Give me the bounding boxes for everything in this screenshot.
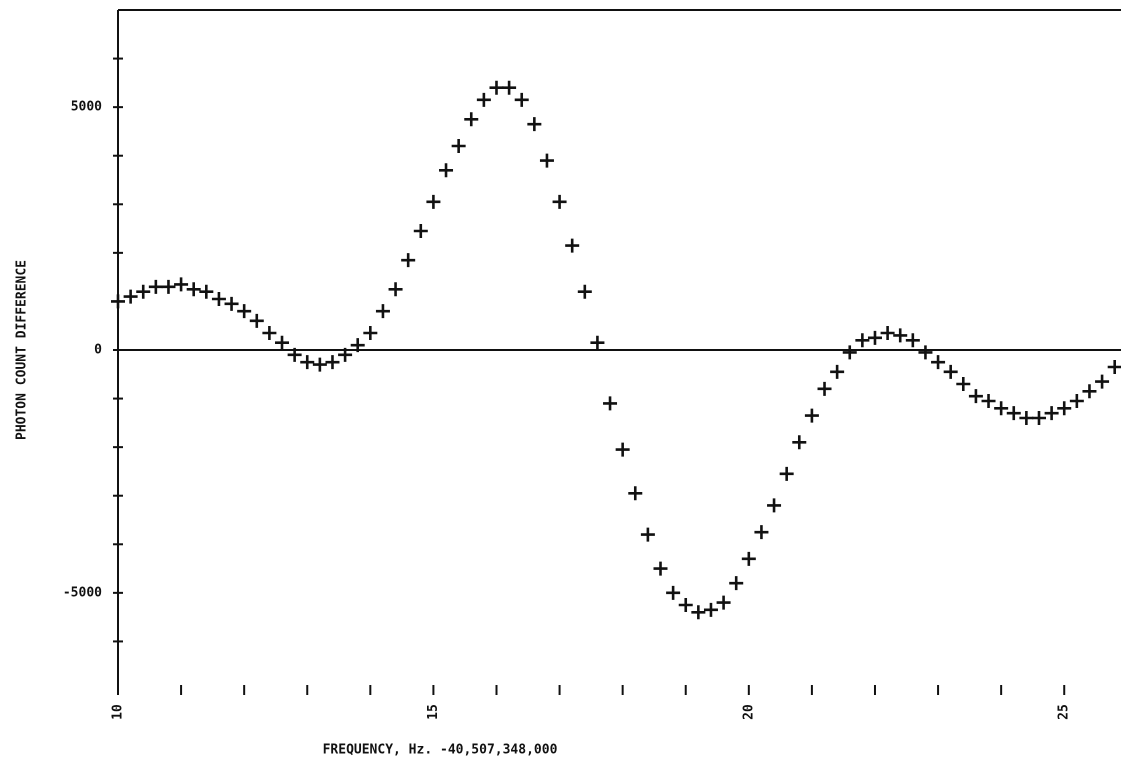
y-tick-label: 5000 bbox=[71, 100, 102, 115]
data-point bbox=[249, 313, 264, 328]
data-point bbox=[426, 194, 441, 209]
data-point bbox=[514, 92, 529, 107]
data-point bbox=[729, 576, 744, 591]
data-point bbox=[476, 92, 491, 107]
data-point bbox=[401, 253, 416, 268]
data-point bbox=[931, 355, 946, 370]
data-point bbox=[186, 282, 201, 297]
data-point bbox=[174, 277, 189, 292]
data-point bbox=[678, 598, 693, 612]
data-point bbox=[1069, 394, 1084, 408]
data-point bbox=[653, 561, 668, 576]
data-point bbox=[1057, 401, 1072, 416]
data-point bbox=[880, 326, 895, 340]
data-point bbox=[451, 139, 466, 153]
data-point bbox=[413, 224, 428, 238]
data-point bbox=[994, 401, 1009, 416]
data-point bbox=[918, 345, 933, 360]
data-point bbox=[123, 289, 138, 304]
data-point bbox=[640, 527, 655, 542]
y-tick-label: 0 bbox=[94, 343, 102, 358]
data-point bbox=[375, 304, 390, 319]
data-point bbox=[703, 602, 718, 617]
data-point bbox=[905, 333, 920, 348]
data-point bbox=[779, 466, 794, 481]
data-point bbox=[804, 408, 819, 423]
data-point bbox=[956, 377, 971, 391]
data-point bbox=[199, 284, 214, 299]
data-point bbox=[111, 294, 125, 309]
x-axis-label: FREQUENCY, Hz. -40,507,348,000 bbox=[323, 743, 558, 758]
data-point bbox=[1095, 374, 1110, 389]
data-point bbox=[968, 389, 983, 404]
data-point bbox=[388, 282, 403, 297]
data-point bbox=[148, 279, 163, 294]
x-tick-label: 15 bbox=[426, 704, 441, 720]
data-point bbox=[539, 153, 554, 168]
data-point bbox=[943, 364, 958, 379]
x-tick-label: 10 bbox=[111, 704, 126, 720]
data-point bbox=[628, 486, 643, 501]
data-point bbox=[754, 525, 769, 540]
data-point bbox=[1031, 411, 1046, 425]
y-axis-label: PHOTON COUNT DIFFERENCE bbox=[15, 260, 30, 440]
data-point bbox=[565, 238, 580, 253]
data-point bbox=[855, 333, 870, 348]
data-point bbox=[325, 355, 340, 370]
data-point bbox=[867, 330, 882, 345]
data-point bbox=[527, 117, 542, 132]
data-point bbox=[893, 328, 908, 343]
data-point bbox=[666, 585, 681, 600]
data-point bbox=[691, 605, 706, 620]
data-point bbox=[237, 304, 252, 319]
data-point bbox=[603, 396, 618, 411]
data-point bbox=[767, 498, 782, 513]
data-point bbox=[489, 80, 504, 95]
data-point bbox=[615, 442, 630, 457]
x-tick-label: 20 bbox=[741, 704, 756, 720]
data-point bbox=[136, 284, 151, 299]
data-point bbox=[300, 355, 315, 370]
y-tick-label: -5000 bbox=[63, 585, 102, 600]
data-point bbox=[338, 347, 353, 362]
data-point bbox=[842, 345, 857, 360]
data-point bbox=[981, 394, 996, 408]
x-tick-label: 25 bbox=[1057, 704, 1072, 720]
data-point bbox=[830, 364, 845, 379]
data-point bbox=[1019, 411, 1034, 425]
data-point bbox=[577, 284, 592, 299]
data-point bbox=[502, 80, 517, 95]
data-point bbox=[552, 194, 567, 209]
data-point bbox=[817, 381, 832, 396]
data-point bbox=[716, 595, 731, 610]
data-point bbox=[439, 163, 454, 178]
data-point bbox=[211, 292, 226, 306]
data-point bbox=[792, 435, 807, 450]
data-point bbox=[590, 335, 605, 350]
data-point bbox=[275, 335, 290, 350]
data-point bbox=[363, 326, 378, 340]
data-point bbox=[312, 357, 327, 372]
data-point bbox=[224, 296, 239, 311]
data-point bbox=[287, 347, 302, 362]
data-point bbox=[741, 551, 756, 566]
data-point bbox=[161, 279, 176, 294]
data-point bbox=[464, 112, 479, 127]
data-point bbox=[1006, 406, 1021, 421]
data-point bbox=[1044, 406, 1059, 421]
data-point bbox=[1082, 384, 1097, 399]
data-point bbox=[262, 326, 277, 340]
data-point bbox=[1107, 360, 1121, 374]
data-point bbox=[350, 338, 365, 353]
